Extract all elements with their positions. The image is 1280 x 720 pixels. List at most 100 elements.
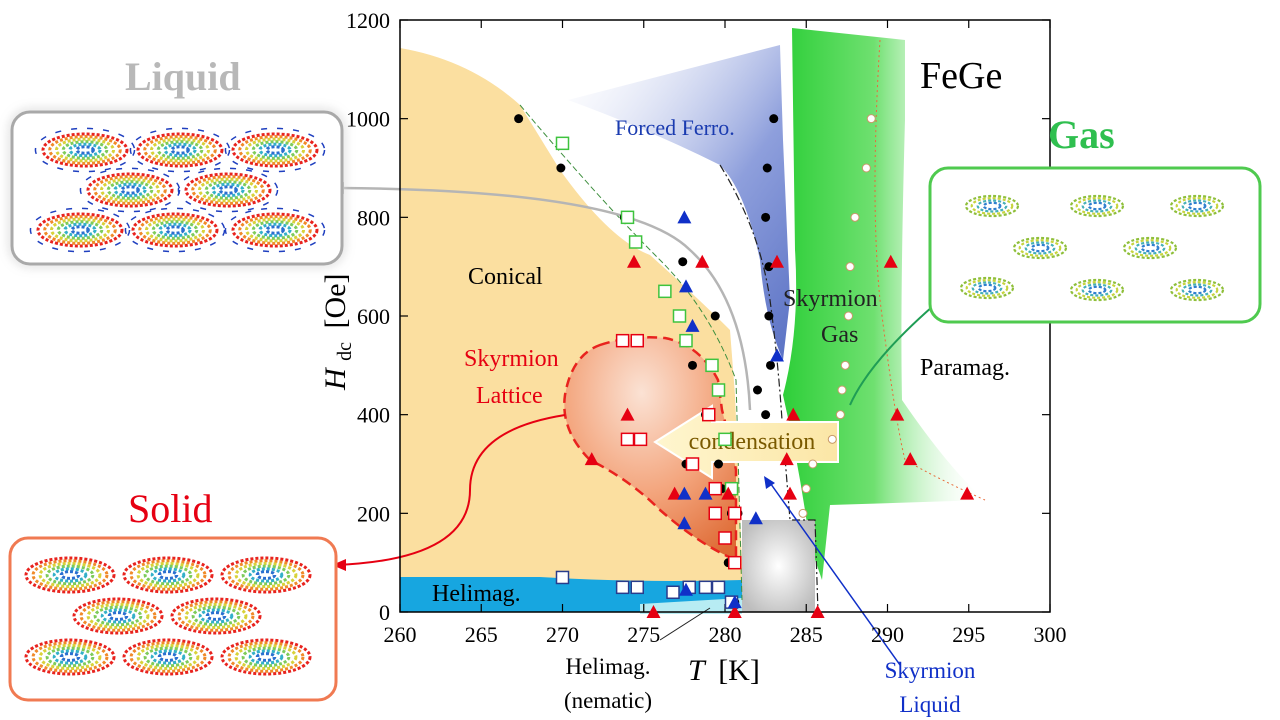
- skyrmion-gas-label-2: Gas: [821, 322, 858, 348]
- y-axis-unit: [Oe]: [319, 273, 352, 328]
- y-tick-label: 200: [357, 501, 390, 526]
- skyrmion-liquid-label-2: Liquid: [899, 692, 961, 717]
- skyrmion-ring: [157, 570, 179, 580]
- open-circle-point: [861, 163, 871, 173]
- skyrmion-ring: [70, 225, 90, 235]
- red-filled-triangle-point: [667, 486, 682, 500]
- skyrmion-ring: [106, 180, 154, 200]
- red-filled-triangle-point: [779, 452, 794, 466]
- x-tick-label: 280: [709, 622, 742, 647]
- open-circle-point: [801, 484, 811, 494]
- green-open-square-point: [628, 235, 643, 249]
- blue-filled-triangle-point: [770, 348, 784, 362]
- liquid-skyrmion-array: [29, 127, 326, 253]
- condensation-label: condensation: [689, 429, 816, 455]
- skyrmion-lattice-label-2: Lattice: [476, 383, 543, 409]
- skyrmion-ring: [1069, 278, 1125, 302]
- red-open-square-point: [718, 531, 732, 545]
- skyrmion-ring: [191, 175, 265, 205]
- skyrmion-ring: [59, 570, 81, 580]
- skyrmion-ring: [75, 145, 95, 155]
- solid-panel: Solid: [8, 486, 338, 702]
- skyrmion-liquid-arrow-head: [764, 476, 775, 489]
- skyrmion-ring: [1081, 283, 1113, 297]
- green-open-square-point: [679, 333, 693, 348]
- skyrmion-ring: [1081, 199, 1113, 213]
- skyrmion-texture: [170, 597, 262, 635]
- filled-circle-point: [761, 410, 771, 420]
- skyrmion-ring: [100, 608, 136, 624]
- blue-open-square-point: [615, 580, 630, 595]
- y-tick-label: 0: [379, 600, 390, 625]
- skyrmion-ring: [143, 135, 217, 165]
- skyrmion-ring: [238, 135, 312, 165]
- red-filled-triangle-point: [646, 605, 661, 618]
- skyrmion-ring: [52, 567, 88, 583]
- filled-circle-point: [764, 311, 774, 321]
- skyrmion-texture: [79, 167, 181, 213]
- skyrmion-ring: [227, 641, 305, 673]
- skyrmion-ring: [150, 567, 186, 583]
- skyrmion-ring: [1175, 197, 1219, 215]
- helimag-nematic-region: [640, 598, 742, 614]
- skyrmion-texture: [1069, 194, 1125, 218]
- skyrmion-ring: [241, 646, 291, 668]
- skyrmion-ring: [1012, 236, 1068, 260]
- filled-circle-point: [761, 212, 771, 222]
- blue-filled-triangle-point: [698, 486, 713, 500]
- open-circle-point: [844, 311, 853, 321]
- skyrmion-ring: [72, 597, 164, 635]
- skyrmion-ring: [1140, 243, 1160, 253]
- filled-circle-point: [753, 385, 762, 395]
- skyrmion-ring: [184, 602, 248, 630]
- skyrmion-ring: [158, 222, 192, 238]
- skyrmion-ring: [151, 220, 199, 240]
- solid-arrow-line: [334, 414, 566, 566]
- skyrmion-ring: [150, 649, 186, 665]
- skyrmion-ring: [1169, 278, 1225, 302]
- skyrmion-ring: [177, 600, 255, 632]
- open-circle-point: [845, 262, 855, 272]
- blue-filled-triangle-point: [727, 595, 742, 609]
- skyrmion-fluctuation-ring: [224, 207, 326, 253]
- skyrmion-ring: [24, 556, 116, 594]
- skyrmion-ring: [49, 217, 111, 243]
- red-open-square-point: [728, 506, 742, 521]
- skyrmion-ring: [265, 145, 285, 155]
- blue-open-square-point: [666, 585, 680, 600]
- red-open-square-point: [685, 457, 700, 471]
- y-tick-label: 600: [357, 304, 390, 329]
- solid-arrow-head: [332, 559, 346, 571]
- skyrmion-ring: [56, 220, 104, 240]
- green-open-square-point: [658, 284, 672, 299]
- green-open-square-point: [672, 309, 687, 323]
- gas-panel: Gas: [928, 112, 1262, 324]
- skyrmion-ring: [36, 212, 124, 248]
- y-tick-label: 1200: [346, 8, 390, 33]
- red-open-square-point: [702, 407, 716, 422]
- blue-filled-triangle-point: [748, 511, 763, 525]
- helimag-label: Helimag.: [432, 581, 521, 607]
- skyrmion-liquid-label-1: Skyrmion: [885, 658, 976, 683]
- skyrmion-ring: [120, 185, 140, 195]
- red-open-square-point: [615, 333, 630, 348]
- skyrmion-ring: [248, 649, 284, 665]
- skyrmion-texture: [72, 597, 164, 635]
- red-filled-triangle-point: [783, 486, 797, 500]
- skyrmion-ring: [1181, 199, 1213, 213]
- open-circle-point: [850, 212, 860, 222]
- data-markers: [514, 114, 975, 618]
- skyrmion-ring: [231, 132, 319, 168]
- skyrmion-ring: [138, 215, 212, 245]
- skyrmion-ring: [971, 281, 1003, 295]
- skyrmion-fluctuation-ring: [177, 167, 279, 213]
- skyrmion-ring: [165, 225, 185, 235]
- skyrmion-ring: [197, 177, 259, 203]
- x-axis-label: T [K]: [688, 654, 760, 687]
- skyrmion-fluctuation-ring: [79, 167, 181, 213]
- skyrmion-ring: [970, 197, 1014, 215]
- skyrmion-ring: [54, 137, 116, 163]
- skyrmion-ring: [251, 220, 299, 240]
- filled-circle-point: [710, 311, 720, 321]
- skyrmion-ring: [149, 137, 211, 163]
